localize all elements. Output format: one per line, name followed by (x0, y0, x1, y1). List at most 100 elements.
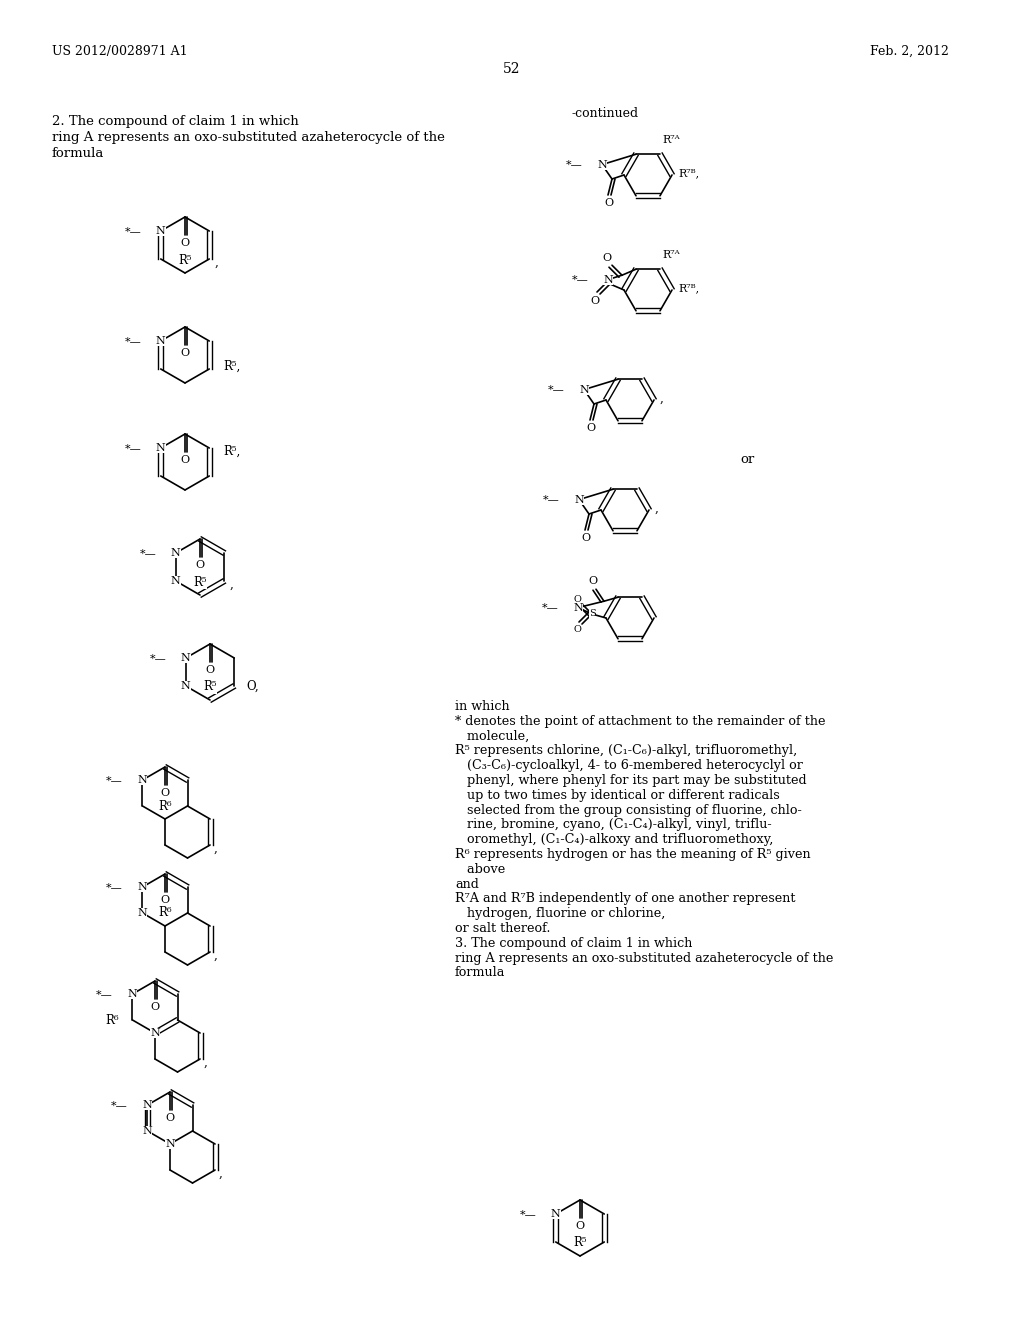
Text: N: N (603, 275, 613, 285)
Text: R⁵ represents chlorine, (C₁-C₆)-alkyl, trifluoromethyl,: R⁵ represents chlorine, (C₁-C₆)-alkyl, t… (455, 744, 798, 758)
Text: N: N (137, 775, 147, 785)
Text: N: N (142, 1126, 153, 1137)
Text: selected from the group consisting of fluorine, chlo-: selected from the group consisting of fl… (455, 804, 802, 817)
Text: or: or (740, 453, 755, 466)
Text: *—: *— (96, 989, 113, 999)
Text: *—: *— (543, 495, 559, 504)
Text: above: above (455, 863, 505, 875)
Text: 2. The compound of claim 1 in which: 2. The compound of claim 1 in which (52, 115, 299, 128)
Text: R⁶: R⁶ (158, 800, 172, 813)
Text: *—: *— (565, 160, 583, 169)
Text: O: O (166, 1113, 174, 1123)
Text: O: O (573, 594, 581, 603)
Text: N: N (171, 576, 180, 586)
Text: N: N (137, 882, 147, 892)
Text: N: N (156, 337, 166, 346)
Text: O: O (196, 560, 205, 570)
Text: O: O (161, 788, 170, 799)
Text: and: and (455, 878, 479, 891)
Text: R⁷ᴬ: R⁷ᴬ (662, 251, 680, 260)
Text: N: N (165, 1139, 175, 1148)
Text: N: N (156, 226, 166, 236)
Text: R⁷ᴮ,: R⁷ᴮ, (678, 168, 699, 178)
Text: O: O (573, 624, 581, 634)
Text: US 2012/0028971 A1: US 2012/0028971 A1 (52, 45, 187, 58)
Text: O: O (206, 665, 215, 675)
Text: *—: *— (542, 603, 558, 612)
Text: up to two times by identical or different radicals: up to two times by identical or differen… (455, 789, 779, 801)
Text: *—: *— (124, 226, 141, 236)
Text: (C₃-C₆)-cycloalkyl, 4- to 6-membered heterocyclyl or: (C₃-C₆)-cycloalkyl, 4- to 6-membered het… (455, 759, 803, 772)
Text: O: O (161, 895, 170, 906)
Text: O: O (582, 533, 591, 543)
Text: N: N (142, 1100, 153, 1110)
Text: *—: *— (571, 275, 589, 285)
Text: O: O (602, 253, 611, 263)
Text: N: N (181, 653, 190, 663)
Text: rine, bromine, cyano, (C₁-C₄)-alkyl, vinyl, triflu-: rine, bromine, cyano, (C₁-C₄)-alkyl, vin… (455, 818, 772, 832)
Text: hydrogen, fluorine or chlorine,: hydrogen, fluorine or chlorine, (455, 907, 666, 920)
Text: O: O (589, 577, 598, 586)
Text: S: S (589, 610, 595, 619)
Text: 3. The compound of claim 1 in which: 3. The compound of claim 1 in which (455, 937, 692, 950)
Text: ,: , (219, 1167, 223, 1180)
Text: O,: O, (246, 680, 259, 693)
Text: R⁶: R⁶ (104, 1014, 119, 1027)
Text: N: N (137, 908, 147, 917)
Text: R⁵: R⁵ (178, 253, 191, 267)
Text: O: O (591, 296, 600, 306)
Text: N: N (151, 1028, 160, 1038)
Text: R⁷ᴮ,: R⁷ᴮ, (678, 282, 699, 293)
Text: R⁵: R⁵ (203, 681, 217, 693)
Text: *—: *— (124, 337, 141, 346)
Text: *—: *— (150, 653, 166, 663)
Text: * denotes the point of attachment to the remainder of the: * denotes the point of attachment to the… (455, 715, 825, 727)
Text: O: O (180, 455, 189, 465)
Text: Feb. 2, 2012: Feb. 2, 2012 (870, 45, 949, 58)
Text: R⁷A and R⁷B independently of one another represent: R⁷A and R⁷B independently of one another… (455, 892, 796, 906)
Text: in which: in which (455, 700, 510, 713)
Text: R⁵,: R⁵, (223, 359, 241, 372)
Text: N: N (573, 603, 583, 612)
Text: *—: *— (112, 1100, 128, 1110)
Text: phenyl, where phenyl for its part may be substituted: phenyl, where phenyl for its part may be… (455, 774, 807, 787)
Text: O: O (575, 1221, 585, 1232)
Text: ,: , (214, 949, 218, 962)
Text: *—: *— (139, 548, 156, 558)
Text: *—: *— (106, 882, 123, 892)
Text: oromethyl, (C₁-C₄)-alkoxy and trifluoromethoxy,: oromethyl, (C₁-C₄)-alkoxy and trifluorom… (455, 833, 773, 846)
Text: N: N (580, 384, 589, 395)
Text: ,: , (229, 578, 233, 591)
Text: O: O (587, 422, 596, 433)
Text: N: N (574, 495, 584, 504)
Text: O: O (604, 198, 613, 209)
Text: ,: , (204, 1056, 208, 1069)
Text: O: O (180, 348, 189, 358)
Text: *—: *— (519, 1209, 537, 1218)
Text: N: N (181, 681, 190, 690)
Text: *—: *— (548, 384, 564, 395)
Text: 52: 52 (503, 62, 521, 77)
Text: N: N (171, 548, 180, 558)
Text: ,: , (660, 392, 664, 404)
Text: R⁷ᴬ: R⁷ᴬ (662, 135, 680, 145)
Text: O: O (151, 1002, 160, 1012)
Text: *—: *— (124, 444, 141, 453)
Text: ,: , (214, 842, 218, 855)
Text: ,: , (214, 256, 218, 269)
Text: formula: formula (455, 966, 506, 979)
Text: ,: , (655, 502, 658, 515)
Text: R⁵: R⁵ (573, 1237, 587, 1250)
Text: R⁵,: R⁵, (223, 445, 241, 458)
Text: R⁵: R⁵ (194, 576, 207, 589)
Text: molecule,: molecule, (455, 730, 529, 743)
Text: O: O (180, 238, 189, 248)
Text: N: N (551, 1209, 560, 1218)
Text: *—: *— (106, 775, 123, 785)
Text: ring A represents an oxo-substituted azaheterocycle of the: ring A represents an oxo-substituted aza… (455, 952, 834, 965)
Text: ring A represents an oxo-substituted azaheterocycle of the: ring A represents an oxo-substituted aza… (52, 131, 444, 144)
Text: -continued: -continued (572, 107, 639, 120)
Text: formula: formula (52, 147, 104, 160)
Text: R⁶: R⁶ (158, 907, 172, 920)
Text: N: N (597, 160, 607, 169)
